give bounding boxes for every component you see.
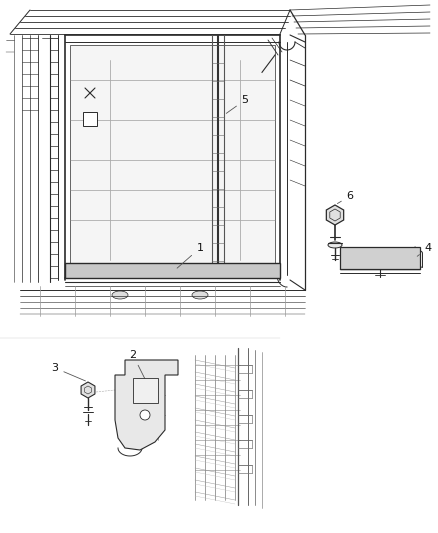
Text: 5: 5: [226, 95, 248, 114]
Polygon shape: [81, 382, 95, 398]
Ellipse shape: [328, 242, 342, 248]
Polygon shape: [133, 378, 158, 403]
Text: 3: 3: [52, 363, 85, 381]
Ellipse shape: [192, 291, 208, 299]
Polygon shape: [70, 45, 275, 272]
Text: 2: 2: [130, 350, 147, 383]
Polygon shape: [326, 205, 344, 225]
Text: 1: 1: [177, 243, 204, 268]
Polygon shape: [115, 360, 178, 450]
Polygon shape: [340, 247, 420, 269]
Polygon shape: [65, 263, 280, 278]
Text: 6: 6: [337, 191, 353, 204]
Circle shape: [140, 410, 150, 420]
Ellipse shape: [112, 291, 128, 299]
Text: 4: 4: [417, 243, 431, 256]
Polygon shape: [83, 112, 97, 126]
